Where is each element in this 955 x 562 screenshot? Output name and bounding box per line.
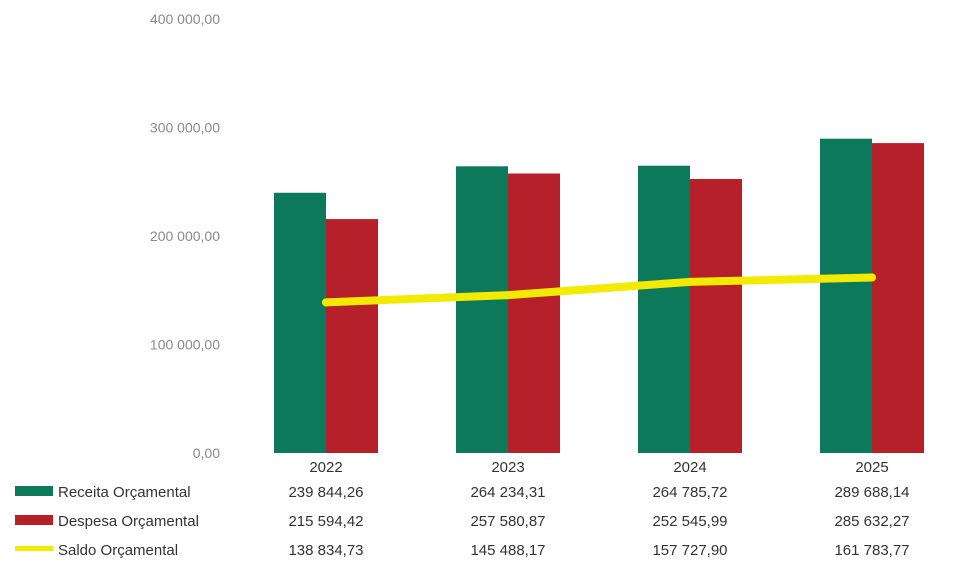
saldo-point <box>686 277 694 286</box>
data-table-cell: 252 545,99 <box>652 513 727 530</box>
legend-swatch <box>15 546 53 551</box>
despesa-bar <box>872 143 924 453</box>
legend-label: Receita Orçamental <box>58 484 191 501</box>
data-table-cell: 145 488,17 <box>470 542 545 559</box>
legend-swatch <box>15 515 53 525</box>
data-table-cell: 157 727,90 <box>652 542 727 559</box>
data-table-cell: 161 783,77 <box>834 542 909 559</box>
legend-label: Despesa Orçamental <box>58 513 199 530</box>
data-table-cell: 285 632,27 <box>834 513 909 530</box>
data-table-cell: 215 594,42 <box>288 513 363 530</box>
category-label: 2024 <box>673 459 706 476</box>
saldo-point <box>504 291 512 300</box>
data-table-cell: 264 234,31 <box>470 484 545 501</box>
y-tick-label: 100 000,00 <box>150 337 220 353</box>
saldo-line <box>322 273 876 307</box>
y-tick-label: 400 000,00 <box>150 11 220 27</box>
y-tick-label: 0,00 <box>193 445 220 461</box>
receita-bar <box>456 166 508 453</box>
despesa-bar <box>326 219 378 453</box>
despesa-bar <box>690 178 742 453</box>
receita-bar <box>638 165 690 453</box>
saldo-point <box>868 273 876 282</box>
data-table-cell: 239 844,26 <box>288 484 363 501</box>
y-tick-label: 300 000,00 <box>150 120 220 136</box>
legend-swatch <box>15 486 53 496</box>
category-label: 2023 <box>491 459 524 476</box>
legend-label: Saldo Orçamental <box>58 542 178 559</box>
data-table-cell: 138 834,73 <box>288 542 363 559</box>
receita-bar <box>820 138 872 454</box>
data-table-cell: 264 785,72 <box>652 484 727 501</box>
despesa-bar <box>508 173 560 453</box>
category-label: 2025 <box>855 459 888 476</box>
y-tick-label: 200 000,00 <box>150 228 220 244</box>
saldo-point <box>322 298 330 307</box>
data-table-cell: 289 688,14 <box>834 484 909 501</box>
data-table-cell: 257 580,87 <box>470 513 545 530</box>
receita-bar <box>274 192 326 453</box>
category-label: 2022 <box>309 459 342 476</box>
